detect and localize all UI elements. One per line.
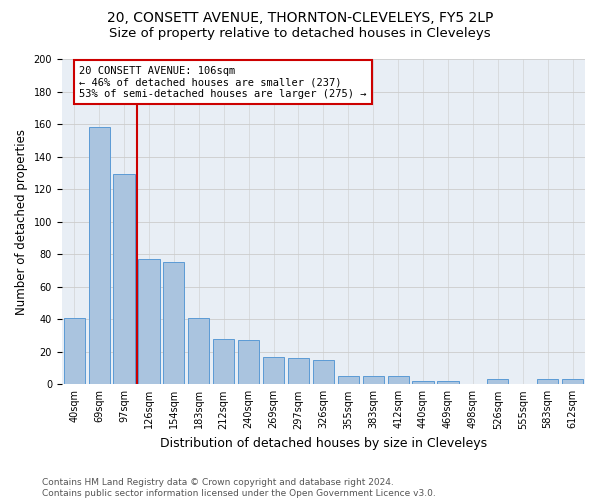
Bar [338,376,359,384]
Text: Contains HM Land Registry data © Crown copyright and database right 2024.
Contai: Contains HM Land Registry data © Crown c… [42,478,436,498]
Bar [288,358,309,384]
Bar [188,318,209,384]
Bar [163,262,184,384]
Bar [238,340,259,384]
Bar [388,376,409,384]
Bar [213,339,235,384]
Bar [412,381,434,384]
Bar [362,376,384,384]
Text: 20 CONSETT AVENUE: 106sqm
← 46% of detached houses are smaller (237)
53% of semi: 20 CONSETT AVENUE: 106sqm ← 46% of detac… [79,66,367,98]
Bar [64,318,85,384]
Bar [487,380,508,384]
Text: Size of property relative to detached houses in Cleveleys: Size of property relative to detached ho… [109,28,491,40]
X-axis label: Distribution of detached houses by size in Cleveleys: Distribution of detached houses by size … [160,437,487,450]
Y-axis label: Number of detached properties: Number of detached properties [15,128,28,314]
Bar [89,128,110,384]
Bar [437,381,458,384]
Bar [562,380,583,384]
Bar [139,259,160,384]
Bar [263,356,284,384]
Bar [537,380,558,384]
Bar [313,360,334,384]
Text: 20, CONSETT AVENUE, THORNTON-CLEVELEYS, FY5 2LP: 20, CONSETT AVENUE, THORNTON-CLEVELEYS, … [107,11,493,25]
Bar [113,174,134,384]
